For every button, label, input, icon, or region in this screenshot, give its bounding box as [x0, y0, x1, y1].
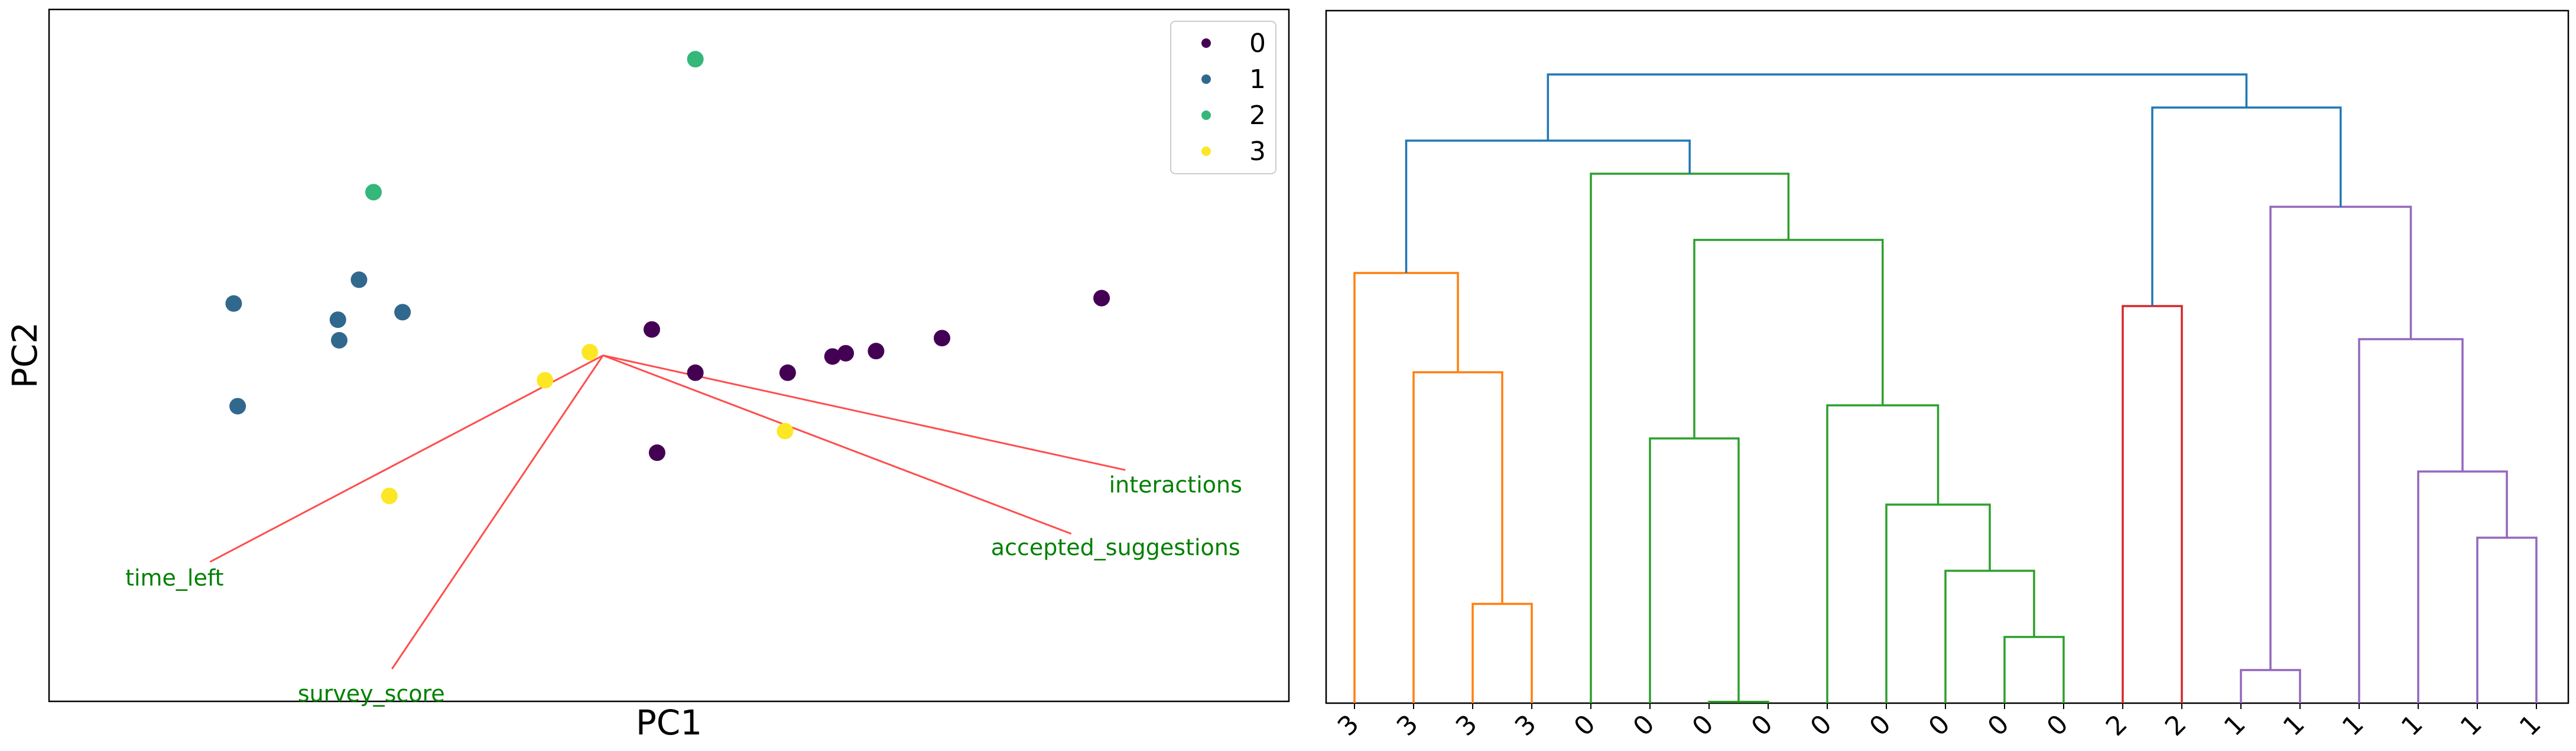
leaf-label: 2 — [2100, 709, 2133, 742]
leaf-label: 0 — [1982, 709, 2015, 742]
legend-label-3: 3 — [1249, 136, 1266, 167]
point-cluster-3 — [381, 487, 398, 505]
point-cluster-1 — [329, 311, 346, 329]
dendrogram-axes-frame — [1325, 9, 2569, 704]
loading-vector-time-left — [209, 355, 604, 563]
point-cluster-0 — [837, 344, 855, 362]
loading-vector-label-interactions: interactions — [1109, 472, 1242, 498]
leaf-label: 3 — [1450, 709, 1483, 742]
leaf-label: 1 — [2396, 709, 2429, 742]
point-cluster-0 — [648, 444, 665, 461]
leaf-label: 1 — [2455, 709, 2488, 742]
legend-label-2: 2 — [1249, 100, 1266, 131]
leaf-label: 0 — [1805, 709, 1838, 742]
leaf-label: 1 — [2218, 709, 2252, 742]
loading-vector-label-time-left: time_left — [125, 565, 223, 591]
legend-marker-0 — [1201, 38, 1211, 48]
point-cluster-0 — [868, 343, 885, 360]
loading-vector-survey-score — [391, 355, 604, 669]
pca-biplot-panel: time_left survey_score interactions accepte… — [5, 8, 1290, 743]
loading-vector-accepted-suggestions — [602, 355, 1072, 535]
point-cluster-1 — [331, 331, 348, 349]
point-cluster-3 — [537, 372, 554, 389]
leaf-label: 0 — [1746, 709, 1779, 742]
leaf-label: 2 — [2159, 709, 2192, 742]
legend: 0 1 2 3 — [1170, 21, 1276, 174]
leaf-label: 3 — [1509, 709, 1542, 742]
point-cluster-0 — [1093, 290, 1110, 307]
point-cluster-0 — [934, 330, 951, 347]
legend-marker-3 — [1201, 147, 1211, 156]
point-cluster-0 — [824, 348, 841, 365]
loading-vector-label-accepted-suggestions: accepted_suggestions — [991, 534, 1240, 560]
loading-vector-labels: time_left survey_score interactions accepte… — [125, 472, 1242, 707]
point-cluster-2 — [687, 51, 704, 68]
point-cluster-1 — [394, 304, 411, 321]
legend-marker-2 — [1201, 110, 1211, 120]
legend-label-1: 1 — [1249, 64, 1266, 95]
dendrogram-link-blue — [1547, 73, 2248, 141]
leaf-label: 1 — [2337, 709, 2370, 742]
leaf-label: 3 — [1332, 709, 1365, 742]
leaf-label: 3 — [1391, 709, 1424, 742]
leaf-label: 0 — [1687, 709, 1720, 742]
dendrogram-links — [1353, 73, 2538, 703]
point-cluster-3 — [582, 344, 599, 361]
leaf-label: 0 — [1568, 709, 1602, 742]
biplot-axes-frame — [48, 8, 1290, 703]
leaf-label: 0 — [2041, 709, 2074, 742]
point-cluster-1 — [229, 398, 246, 415]
leaf-label: 1 — [2514, 709, 2547, 742]
leaf-label: 1 — [2278, 709, 2311, 742]
loading-vector-label-survey-score: survey_score — [298, 681, 445, 707]
point-cluster-3 — [777, 422, 794, 440]
leaf-label: 0 — [1628, 709, 1661, 742]
scatter-points — [225, 51, 1110, 505]
legend-marker-1 — [1201, 74, 1211, 84]
point-cluster-2 — [365, 184, 382, 201]
legend-label-0: 0 — [1249, 28, 1266, 58]
point-cluster-1 — [350, 271, 368, 288]
point-cluster-0 — [643, 321, 660, 338]
leaf-label: 0 — [1864, 709, 1897, 742]
y-axis-label: PC2 — [5, 322, 45, 388]
legend-frame — [1170, 21, 1276, 174]
point-cluster-0 — [779, 364, 796, 381]
point-cluster-1 — [225, 295, 242, 312]
point-cluster-0 — [687, 364, 704, 381]
leaf-label: 0 — [1923, 709, 1956, 742]
x-axis-label: PC1 — [636, 703, 702, 743]
